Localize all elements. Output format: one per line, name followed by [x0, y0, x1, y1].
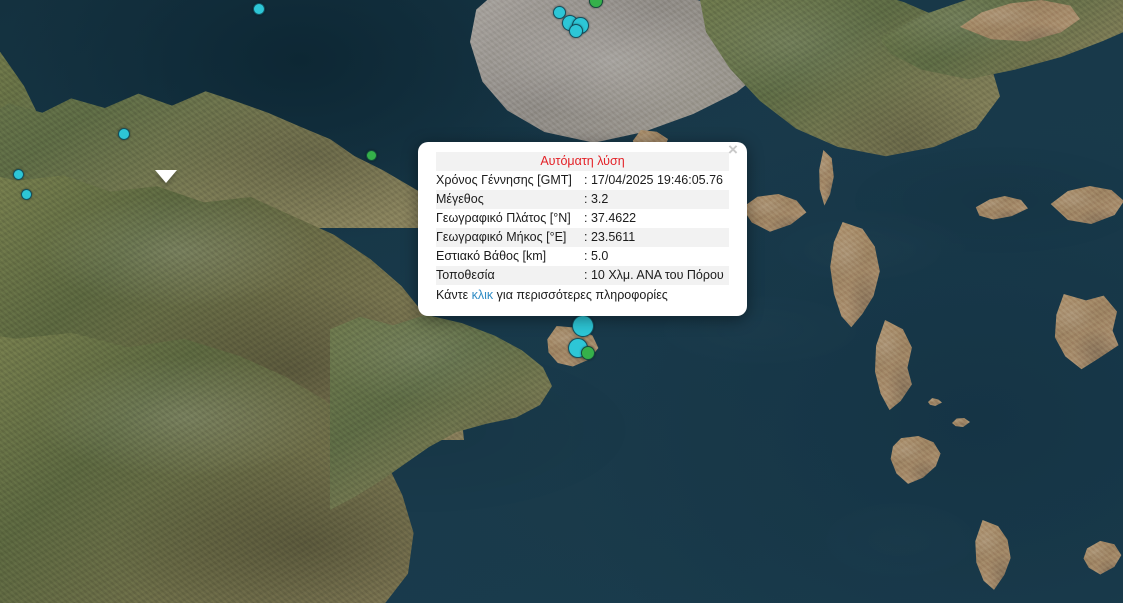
footer-text-before: Κάντε [436, 288, 472, 302]
detail-row: Γεωγραφικό Μήκος [°E] : 23.5611 [436, 228, 729, 247]
popup-title: Αυτόματη λύση [436, 152, 729, 171]
detail-key: Χρόνος Γέννησης [GMT] [436, 173, 572, 187]
detail-row: Γεωγραφικό Πλάτος [°N] : 37.4622 [436, 209, 729, 228]
quake-marker-13[interactable] [581, 346, 595, 360]
detail-key: Γεωγραφικό Μήκος [°E] [436, 230, 567, 244]
island-north-cape [960, 0, 1080, 42]
detail-row: Εστιακό Βάθος [km] : 5.0 [436, 247, 729, 266]
detail-row: Τοποθεσία : 10 Χλμ. ΑΝΑ του Πόρου [436, 266, 729, 285]
detail-value: : 10 Χλμ. ΑΝΑ του Πόρου [584, 268, 724, 282]
island-makronisos [819, 150, 834, 206]
detail-row: Μέγεθος : 3.2 [436, 190, 729, 209]
detail-value: : 17/04/2025 19:46:05.76 [584, 173, 724, 187]
islet-b [952, 418, 970, 427]
quake-marker-2[interactable] [118, 128, 130, 140]
detail-value: : 37.4622 [584, 211, 637, 225]
quake-marker-4[interactable] [20, 188, 32, 200]
earthquake-details-table: Χρόνος Γέννησης [GMT] : 17/04/2025 19:46:… [436, 171, 729, 285]
popup-pointer-tip [155, 170, 177, 183]
quake-marker-1[interactable] [253, 3, 265, 15]
island-small-north [975, 196, 1028, 220]
detail-key: Γεωγραφικό Πλάτος [°N] [436, 211, 571, 225]
quake-marker-3[interactable] [12, 168, 24, 180]
quake-marker-7[interactable] [552, 5, 566, 19]
detail-value: : 5.0 [584, 249, 609, 263]
detail-key: Τοποθεσία [436, 268, 495, 282]
detail-value: : 3.2 [584, 192, 609, 206]
footer-text-after: για περισσότερες πληροφορίες [493, 288, 668, 302]
quake-marker-10[interactable] [569, 24, 583, 38]
detail-row: Χρόνος Γέννησης [GMT] : 17/04/2025 19:46:… [436, 171, 729, 190]
popup-footer: Κάντε κλικ για περισσότερες πληροφορίες [436, 285, 729, 316]
detail-key: Εστιακό Βάθος [km] [436, 249, 547, 263]
detail-value: : 23.5611 [584, 230, 636, 244]
close-icon[interactable]: × [728, 140, 738, 159]
more-info-link[interactable]: κλικ [471, 288, 494, 302]
quake-marker-selected[interactable] [572, 315, 594, 337]
islet-a [928, 398, 942, 406]
quake-marker-5[interactable] [365, 149, 377, 161]
earthquake-info-popup[interactable]: × Αυτόματη λύση Χρόνος Γέννησης [GMT] : 1… [418, 140, 747, 316]
detail-key: Μέγεθος [436, 192, 484, 206]
